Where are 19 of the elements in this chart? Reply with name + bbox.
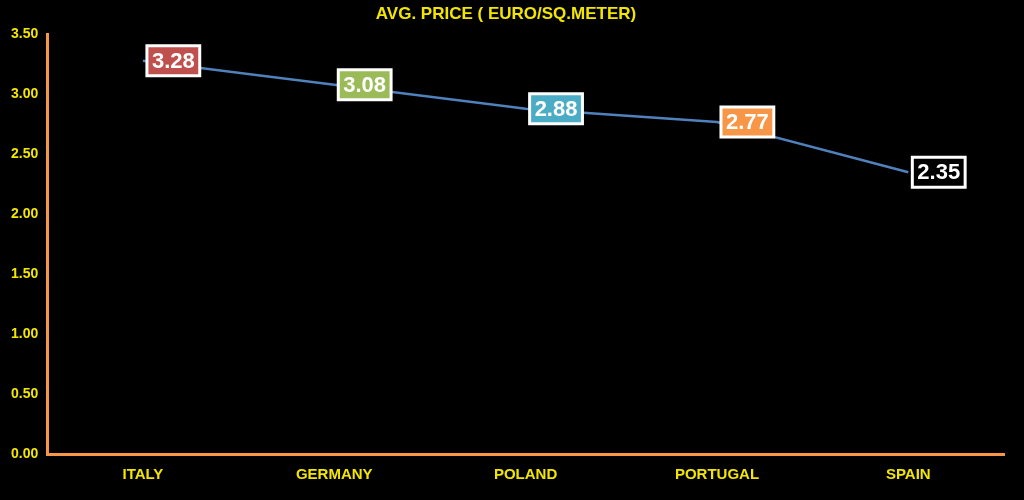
chart-title: AVG. PRICE ( EURO/SQ.METER): [375, 3, 637, 23]
y-tick-label: 2.50: [11, 145, 39, 162]
data-label: 3.28: [151, 47, 195, 73]
data-label: 2.88: [534, 95, 578, 121]
y-tick-label: 0.50: [11, 384, 39, 401]
y-tick-label: 3.00: [11, 85, 39, 102]
x-tick-label: GERMANY: [295, 465, 373, 483]
x-tick-label: SPAIN: [885, 465, 931, 483]
y-tick-label: 0.00: [11, 444, 39, 461]
y-tick-label: 3.50: [11, 25, 39, 42]
data-label: 2.77: [725, 108, 769, 134]
y-tick-label: 1.00: [11, 324, 39, 341]
x-tick-label: POLAND: [493, 465, 558, 483]
x-tick-label: ITALY: [122, 465, 164, 483]
data-label: 2.35: [917, 159, 961, 185]
x-tick-label: PORTUGAL: [674, 465, 760, 483]
y-tick-label: 1.50: [11, 265, 39, 282]
data-label: 3.08: [343, 71, 387, 97]
y-tick-label: 2.00: [11, 205, 39, 222]
